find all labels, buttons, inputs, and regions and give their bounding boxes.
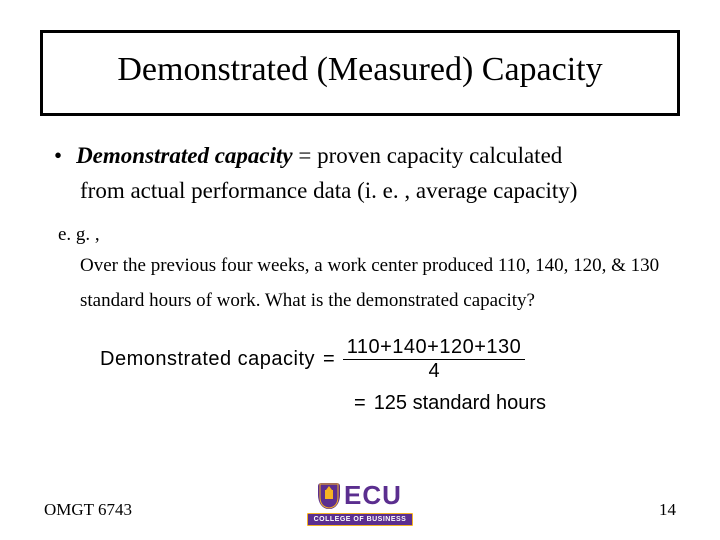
page-number: 14 [659, 500, 676, 520]
equation-label: Demonstrated capacity [100, 348, 315, 371]
content-area: • Demonstrated capacity = proven capacit… [30, 140, 690, 415]
equation-result: 125 standard hours [374, 392, 546, 415]
equation-row1: Demonstrated capacity = 110+140+120+130 … [100, 337, 620, 382]
example-line2: standard hours of work. What is the demo… [80, 287, 670, 316]
example-line1: Over the previous four weeks, a work cen… [80, 252, 670, 281]
eg-label: e. g. , [58, 224, 670, 246]
fraction: 110+140+120+130 4 [343, 337, 526, 382]
bullet-term: Demonstrated capacity [76, 143, 293, 168]
equation: Demonstrated capacity = 110+140+120+130 … [100, 337, 620, 415]
equals-sign-1: = [321, 348, 337, 371]
bullet-rest1: = proven capacity calculated [293, 143, 563, 168]
equals-sign-2: = [354, 392, 366, 415]
slide: Demonstrated (Measured) Capacity • Demon… [0, 0, 720, 540]
logo-text: ECU [344, 480, 402, 511]
numerator: 110+140+120+130 [343, 337, 526, 360]
shield-icon [318, 483, 340, 509]
bullet-text-line2: from actual performance data (i. e. , av… [50, 175, 670, 206]
logo-bar: COLLEGE OF BUSINESS [307, 513, 414, 526]
logo-top: ECU [318, 480, 402, 511]
bullet-dot: • [54, 140, 62, 171]
title-box: Demonstrated (Measured) Capacity [40, 30, 680, 116]
footer-left: OMGT 6743 [44, 500, 132, 520]
bullet-1: • Demonstrated capacity = proven capacit… [50, 140, 670, 171]
ecu-logo: ECU COLLEGE OF BUSINESS [305, 480, 415, 526]
denominator: 4 [428, 360, 439, 382]
bullet-text-line1: Demonstrated capacity = proven capacity … [76, 140, 562, 171]
equation-row2: = 125 standard hours [354, 392, 620, 415]
slide-title: Demonstrated (Measured) Capacity [53, 51, 667, 89]
